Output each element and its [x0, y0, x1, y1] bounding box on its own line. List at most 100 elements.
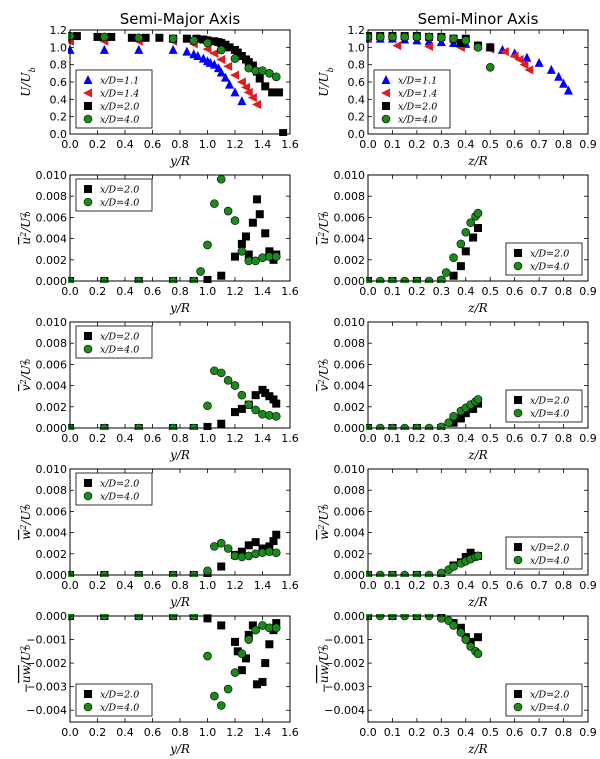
p21-legend-marker-1 — [513, 408, 523, 418]
p00-ytick-label-2: 0.4 — [50, 93, 68, 106]
p20-ytick-label-1: 0.002 — [36, 401, 68, 414]
p21-ytick-label-5: 0.010 — [334, 316, 366, 329]
p01-series-1-point-9 — [524, 65, 534, 75]
p21-axes-frame — [367, 321, 589, 429]
p10-series-0-point-11 — [248, 218, 257, 227]
p10-xtick-label-1: 0.2 — [89, 285, 107, 298]
p41-series-1-point-13 — [473, 649, 483, 658]
p41-series-1-point-9 — [456, 628, 466, 637]
p01-xlabel: z/R — [467, 154, 487, 168]
p40-ytick-label-4: 0.000 — [36, 610, 68, 623]
p40-legend: x/D=2.0 x/D=4.0 — [75, 683, 153, 717]
p01-series-0-point-15 — [546, 64, 556, 74]
p41-xtick-label-7: 0.7 — [530, 726, 548, 739]
p40-series-1-point-11 — [244, 635, 254, 644]
p00-series-2-point-13 — [217, 39, 226, 47]
p10-xlabel: y/R — [169, 301, 190, 315]
p01-xtick-label-2: 0.2 — [408, 138, 426, 151]
p40-ytick-label-0: −0.004 — [26, 704, 67, 717]
p20-legend: x/D=2.0 x/D=4.0 — [75, 325, 153, 359]
p11-xtick-label-6: 0.6 — [506, 285, 524, 298]
p30-ytick-label-5: 0.010 — [36, 463, 68, 476]
p21-xlabel: z/R — [467, 448, 487, 462]
p01-ytick-label-3: 0.6 — [348, 76, 366, 89]
p00-xtick-label-2: 0.4 — [116, 138, 134, 151]
panel-p10: 0.0 0.2 0.4 0.6 0.8 1.0 1.2 1.4 1.6 0.000 0.002 0.0… — [19, 169, 299, 315]
p01-legend-marker-1 — [381, 88, 390, 98]
p20-axes-frame — [69, 321, 291, 429]
p00-series-0-point-10 — [209, 59, 219, 69]
p40-xtick-label-7: 1.4 — [254, 726, 272, 739]
p00-series-2-point-14 — [221, 40, 230, 49]
p10-legend-label-0: x/D=2.0 — [100, 185, 139, 196]
p20-xtick-label-3: 0.6 — [144, 432, 162, 445]
p00-series-1-point-12 — [243, 87, 253, 97]
p41-xtick-label-9: 0.9 — [579, 726, 597, 739]
p21-xtick-label-8: 0.8 — [555, 432, 573, 445]
p41-xtick-label-0: 0.0 — [359, 726, 377, 739]
p21-xtick-label-3: 0.3 — [433, 432, 451, 445]
p20-series-0-point-15 — [272, 399, 281, 408]
p10-series-0-point-10 — [244, 250, 253, 259]
p11-ytick-label-2: 0.004 — [334, 233, 366, 246]
p31-ytick-label-5: 0.010 — [334, 463, 366, 476]
p20-xtick-label-8: 1.6 — [281, 432, 299, 445]
p00-series-2-point-7 — [182, 34, 191, 43]
p10-series-1-point-11 — [237, 247, 247, 256]
p30-series-0-point-8 — [237, 547, 246, 556]
p00-series-1-point-6 — [209, 48, 219, 58]
p01-legend-marker-0 — [381, 75, 391, 84]
panel-p41: 0.0 0.1 0.2 0.3 0.4 0.5 0.6 0.7 0.8 0.9 −0.004 −0.0… — [317, 610, 597, 756]
p40-legend-marker-1 — [83, 702, 93, 712]
p00-legend-marker-2 — [84, 102, 92, 110]
p00-series-1-point-7 — [216, 54, 226, 64]
p41-series-0-point-8 — [474, 633, 482, 642]
p40-legend-label-0: x/D=2.0 — [100, 690, 139, 701]
p30-legend: x/D=2.0 x/D=4.0 — [75, 472, 153, 506]
p00-series-3-point-7 — [230, 54, 240, 63]
p01-series-3-point-4 — [412, 32, 422, 42]
p00-series-0-point-14 — [225, 79, 234, 89]
p21-xtick-label-6: 0.6 — [506, 432, 524, 445]
p20-legend-marker-0 — [84, 332, 92, 340]
p01-ytick-label-0: 0.0 — [348, 128, 366, 141]
p21-xtick-label-2: 0.2 — [408, 432, 426, 445]
p00-series-2-point-0 — [72, 32, 81, 41]
p01-ytick-label-4: 0.8 — [348, 59, 366, 72]
p30-legend-marker-0 — [84, 479, 92, 487]
p20-series-0-point-12 — [261, 389, 270, 398]
p00-series-3-point-4 — [189, 36, 199, 45]
p00-ytick-label-4: 0.8 — [50, 59, 68, 72]
p20-ylabel: v2/U2b — [19, 359, 34, 391]
p11-xlabel: z/R — [467, 301, 487, 315]
p11-ylabel: u2/U2b — [317, 211, 332, 244]
p11-series-1-point-9 — [456, 239, 466, 249]
p41-xtick-label-1: 0.1 — [384, 726, 402, 739]
p10-series-0-point-13 — [255, 210, 264, 219]
p01-series-3-point-8 — [461, 36, 471, 45]
p40-series-1-point-7 — [216, 701, 226, 710]
p10-series-0-point-6 — [217, 271, 226, 280]
p11-series-1-point-6 — [437, 275, 446, 283]
p40-series-0-point-11 — [244, 630, 253, 639]
p10-xtick-label-8: 1.6 — [281, 285, 299, 298]
p01-series-3-point-7 — [449, 34, 458, 43]
p00-series-3-point-2 — [134, 33, 144, 43]
p21-series-0-point-7 — [469, 404, 478, 413]
p31-series-1-point-8 — [449, 562, 458, 571]
p21-legend: x/D=2.0 x/D=4.0 — [505, 389, 583, 423]
p30-series-0-point-6 — [217, 562, 226, 571]
p31-legend-label-0: x/D=2.0 — [530, 543, 569, 554]
p41-xtick-label-6: 0.6 — [506, 726, 524, 739]
p40-series-0-point-8 — [233, 647, 242, 656]
p21-series-0-point-6 — [461, 409, 470, 418]
p30-xlabel: y/R — [169, 595, 190, 609]
p41-legend: x/D=2.0 x/D=4.0 — [505, 683, 583, 717]
p20-xtick-label-2: 0.4 — [116, 432, 134, 445]
p00-ytick-label-6: 1.2 — [50, 24, 68, 37]
p11-series-1-point-7 — [441, 268, 451, 277]
p11-series-1-point-8 — [449, 253, 458, 262]
p10-series-0-point-8 — [237, 239, 246, 248]
p00-ylabel: U/Ub — [19, 67, 37, 96]
p00-series-2-point-20 — [244, 58, 253, 67]
